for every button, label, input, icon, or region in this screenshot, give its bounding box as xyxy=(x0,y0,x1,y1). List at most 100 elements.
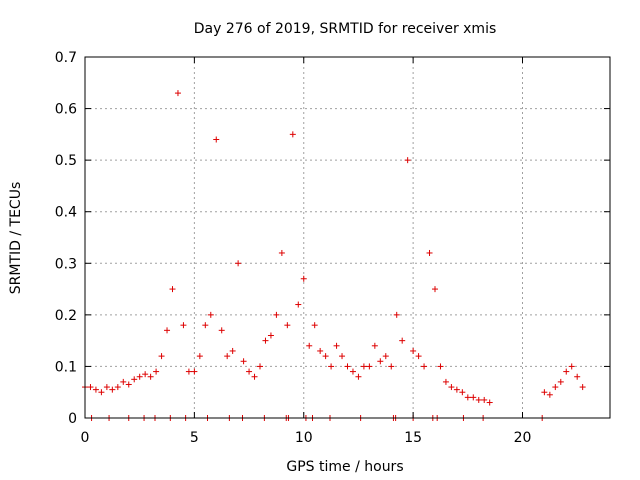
y-axis-label: SRMTID / TECUs xyxy=(8,182,24,295)
data-point xyxy=(218,327,225,334)
y-tick-label: 0 xyxy=(68,411,77,427)
data-point xyxy=(317,347,324,354)
data-point xyxy=(98,389,105,396)
data-point xyxy=(284,322,291,329)
x-tick-label: 5 xyxy=(190,430,199,446)
y-tick-label: 0.1 xyxy=(55,359,77,375)
data-point xyxy=(557,378,564,385)
data-point xyxy=(393,311,400,318)
data-point xyxy=(574,373,581,380)
data-point xyxy=(464,394,471,401)
data-point xyxy=(278,249,285,256)
y-tick-label: 0.2 xyxy=(55,308,77,324)
data-point xyxy=(453,386,460,393)
data-point xyxy=(262,337,269,344)
data-point xyxy=(169,286,176,293)
y-tick-label: 0.5 xyxy=(55,153,77,169)
data-point xyxy=(552,384,559,391)
data-point xyxy=(399,337,406,344)
y-tick-label: 0.6 xyxy=(55,102,77,118)
data-point xyxy=(410,347,417,354)
data-point xyxy=(404,157,411,164)
data-point xyxy=(355,373,362,380)
x-axis-label: GPS time / hours xyxy=(286,459,403,475)
data-point xyxy=(415,353,422,360)
data-point xyxy=(267,332,274,339)
chart-title: Day 276 of 2019, SRMTID for receiver xmi… xyxy=(194,21,497,37)
data-point xyxy=(432,286,438,293)
data-point xyxy=(546,391,553,398)
data-point xyxy=(311,322,318,329)
grid-lines xyxy=(85,57,610,418)
data-point xyxy=(246,368,253,375)
data-point xyxy=(158,353,165,360)
data-point xyxy=(136,373,143,380)
data-point xyxy=(322,353,329,360)
axes xyxy=(84,56,611,419)
data-point xyxy=(295,301,302,308)
tick-labels: 0 0.1 0.2 0.3 0.4 0.5 0.6 0.7 0 5 10 15 20 xyxy=(55,50,532,446)
data-point xyxy=(180,322,187,329)
x-tick-label: 15 xyxy=(404,430,422,446)
data-point xyxy=(366,363,373,370)
data-point xyxy=(224,353,231,360)
data-point xyxy=(421,363,428,370)
data-point xyxy=(125,381,132,388)
data-point xyxy=(442,378,449,385)
data-point xyxy=(240,358,247,365)
data-point xyxy=(87,384,94,391)
data-point xyxy=(344,363,351,370)
data-point xyxy=(142,371,149,378)
data-point xyxy=(131,376,138,383)
data-point xyxy=(333,342,340,349)
data-point xyxy=(235,260,242,267)
data-point xyxy=(426,249,433,256)
x-tick-label: 10 xyxy=(295,430,313,446)
data-point xyxy=(541,389,548,396)
data-point xyxy=(229,347,236,354)
plot-frame xyxy=(84,56,611,419)
y-tick-label: 0.7 xyxy=(55,50,77,66)
data-point xyxy=(339,353,346,360)
data-point xyxy=(92,386,99,393)
y-tick-label: 0.3 xyxy=(55,256,77,272)
data-point xyxy=(486,399,493,406)
data-point xyxy=(147,373,154,380)
data-point xyxy=(120,378,127,385)
data-point xyxy=(273,311,280,318)
data-point xyxy=(382,353,389,360)
data-point xyxy=(377,358,384,365)
data-point xyxy=(109,386,116,393)
x-tick-label: 0 xyxy=(81,430,90,446)
data-point xyxy=(153,368,160,375)
data-point xyxy=(388,363,395,370)
data-point xyxy=(196,353,203,360)
data-point xyxy=(164,327,171,334)
data-point xyxy=(481,396,488,403)
x-tick-label: 20 xyxy=(514,430,532,446)
data-point xyxy=(103,384,110,391)
data-point xyxy=(251,373,258,380)
data-point xyxy=(475,396,482,403)
y-tick-label: 0.4 xyxy=(55,205,77,221)
data-points xyxy=(82,90,586,421)
data-point xyxy=(114,384,121,391)
data-point xyxy=(568,363,575,370)
data-point xyxy=(289,131,296,138)
data-point xyxy=(257,363,263,370)
data-point xyxy=(349,368,356,375)
data-point xyxy=(191,368,198,375)
data-point xyxy=(579,384,586,391)
data-point xyxy=(459,389,466,396)
data-point xyxy=(328,363,335,370)
data-point xyxy=(213,136,220,143)
data-point xyxy=(202,322,209,329)
data-point xyxy=(174,90,181,97)
data-point xyxy=(306,342,313,349)
data-point xyxy=(360,363,367,370)
data-point xyxy=(563,368,570,375)
data-point xyxy=(185,368,192,375)
data-point xyxy=(470,394,477,401)
data-point xyxy=(207,311,214,318)
